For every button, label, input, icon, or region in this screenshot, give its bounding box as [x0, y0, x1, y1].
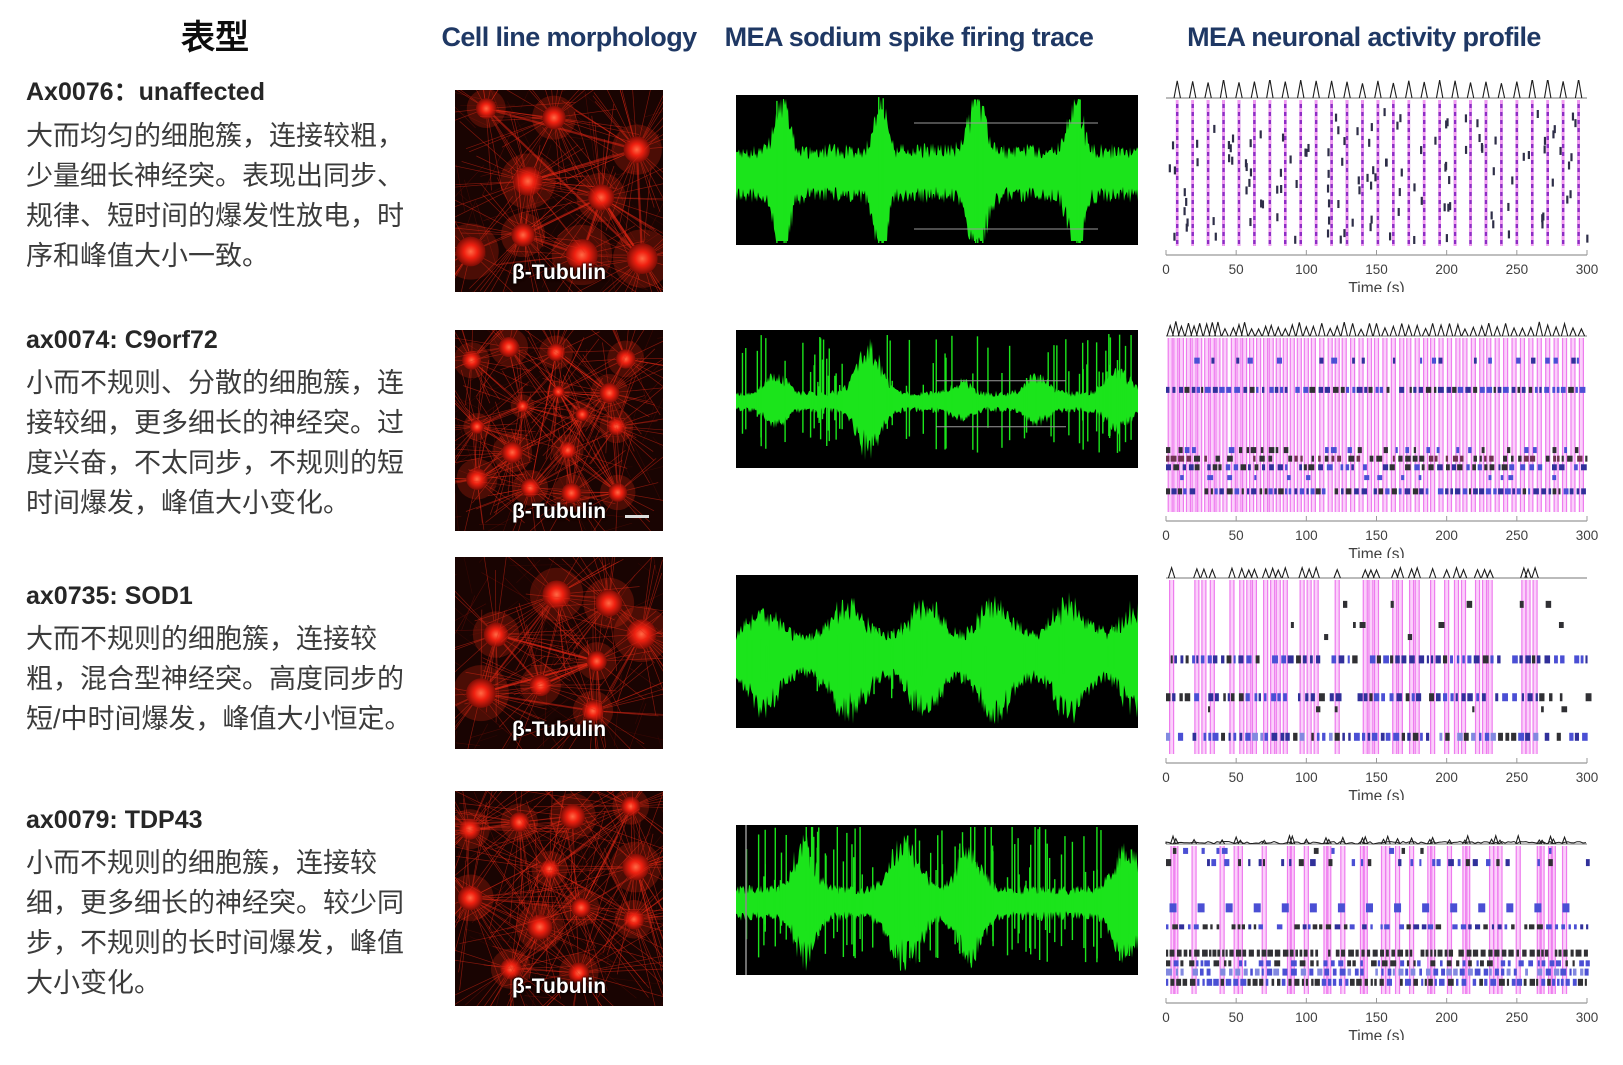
firing-trace-svg — [736, 825, 1138, 975]
svg-text:50: 50 — [1229, 1010, 1244, 1025]
cell-line-description: 小而不规则的细胞簇，连接较细，更多细长的神经突。较少同步，不规则的长时间爆发，峰… — [26, 848, 404, 998]
phenotype-block: ax0079: TDP43 小而不规则的细胞簇，连接较细，更多细长的神经突。较少… — [26, 806, 430, 1003]
svg-text:200: 200 — [1435, 770, 1458, 785]
svg-text:250: 250 — [1506, 770, 1529, 785]
stain-label: β-Tubulin — [511, 500, 607, 523]
svg-text:300: 300 — [1576, 1010, 1599, 1025]
svg-text:50: 50 — [1229, 528, 1244, 543]
activity-profile-svg: 0 50 100 150 200 250 300 Time (s) — [1162, 80, 1599, 292]
morphology-image: β-Tubulin — [455, 90, 663, 292]
svg-text:100: 100 — [1295, 770, 1318, 785]
stain-label: β-Tubulin — [511, 261, 607, 284]
svg-text:0: 0 — [1162, 528, 1170, 543]
phenotype-block: ax0735: SOD1 大而不规则的细胞簇，连接较粗，混合型神经突。高度同步的… — [26, 582, 430, 739]
morphology-image-svg — [455, 90, 663, 292]
morphology-image: β-Tubulin — [455, 557, 663, 749]
mea-firing-trace-plot — [736, 95, 1138, 245]
svg-text:250: 250 — [1506, 262, 1529, 277]
svg-text:Time (s): Time (s) — [1348, 546, 1404, 558]
svg-text:300: 300 — [1576, 262, 1599, 277]
cell-line-description: 大而不规则的细胞簇，连接较粗，混合型神经突。高度同步的短/中时间爆发，峰值大小恒… — [26, 624, 412, 734]
mea-activity-profile-plot: 0 50 100 150 200 250 300 Time (s) — [1155, 560, 1623, 800]
svg-text:300: 300 — [1576, 770, 1599, 785]
svg-text:Time (s): Time (s) — [1348, 280, 1404, 292]
svg-text:150: 150 — [1365, 528, 1388, 543]
svg-text:50: 50 — [1229, 770, 1244, 785]
morphology-image-svg — [455, 791, 663, 1006]
svg-text:250: 250 — [1506, 528, 1529, 543]
svg-text:300: 300 — [1576, 528, 1599, 543]
phenotype-block: ax0074: C9orf72 小而不规则、分散的细胞簇，连接较细，更多细长的神… — [26, 326, 430, 523]
mea-firing-trace-plot — [736, 330, 1138, 468]
activity-profile-svg: 0 50 100 150 200 250 300 Time (s) — [1162, 833, 1599, 1040]
morphology-image: β-Tubulin — [455, 791, 663, 1006]
svg-text:200: 200 — [1435, 528, 1458, 543]
svg-text:200: 200 — [1435, 262, 1458, 277]
svg-text:100: 100 — [1295, 262, 1318, 277]
svg-text:100: 100 — [1295, 528, 1318, 543]
column-header-activity-profile: MEA neuronal activity profile — [1187, 22, 1541, 52]
mea-firing-trace-plot — [736, 825, 1138, 975]
column-header-morphology: Cell line morphology — [441, 22, 697, 52]
mea-activity-profile-plot: 0 50 100 150 200 250 300 Time (s) — [1155, 826, 1623, 1040]
cell-line-title: Ax0076：unaffected — [26, 78, 265, 106]
svg-text:250: 250 — [1506, 1010, 1529, 1025]
phenotype-block: Ax0076：unaffected 大而均匀的细胞簇，连接较粗，少量细长神经突。… — [26, 72, 430, 276]
firing-trace-svg — [736, 575, 1138, 728]
activity-profile-svg: 0 50 100 150 200 250 300 Time (s) — [1162, 321, 1599, 558]
svg-text:150: 150 — [1365, 770, 1388, 785]
svg-text:150: 150 — [1365, 262, 1388, 277]
firing-trace-svg — [736, 95, 1138, 245]
cell-line-title: ax0735: SOD1 — [26, 582, 193, 610]
svg-text:50: 50 — [1229, 262, 1244, 277]
firing-trace-svg — [736, 330, 1138, 468]
mea-activity-profile-plot: 0 50 100 150 200 250 300 Time (s) — [1155, 318, 1623, 558]
activity-profile-svg: 0 50 100 150 200 250 300 Time (s) — [1162, 565, 1599, 800]
svg-text:0: 0 — [1162, 262, 1170, 277]
mea-activity-profile-plot: 0 50 100 150 200 250 300 Time (s) — [1155, 80, 1623, 292]
svg-text:0: 0 — [1162, 770, 1170, 785]
cell-line-description: 大而均匀的细胞簇，连接较粗，少量细长神经突。表现出同步、规律、短时间的爆发性放电… — [26, 121, 404, 271]
column-header-firing-trace: MEA sodium spike firing trace — [724, 22, 1094, 52]
cell-line-description: 小而不规则、分散的细胞簇，连接较细，更多细长的神经突。过度兴奋，不太同步，不规则… — [26, 368, 404, 518]
svg-text:200: 200 — [1435, 1010, 1458, 1025]
morphology-image-svg — [455, 557, 663, 749]
column-header-phenotype: 表型 — [181, 19, 249, 57]
morphology-image: β-Tubulin — [455, 330, 663, 531]
svg-text:Time (s): Time (s) — [1348, 788, 1404, 800]
stain-label: β-Tubulin — [511, 975, 607, 998]
cell-line-title: ax0074: C9orf72 — [26, 326, 218, 354]
svg-text:150: 150 — [1365, 1010, 1388, 1025]
morphology-image-svg — [455, 330, 663, 531]
cell-line-title: ax0079: TDP43 — [26, 806, 203, 834]
svg-text:100: 100 — [1295, 1010, 1318, 1025]
mea-firing-trace-plot — [736, 575, 1138, 728]
stain-label: β-Tubulin — [511, 718, 607, 741]
svg-text:Time (s): Time (s) — [1348, 1028, 1404, 1040]
svg-text:0: 0 — [1162, 1010, 1170, 1025]
